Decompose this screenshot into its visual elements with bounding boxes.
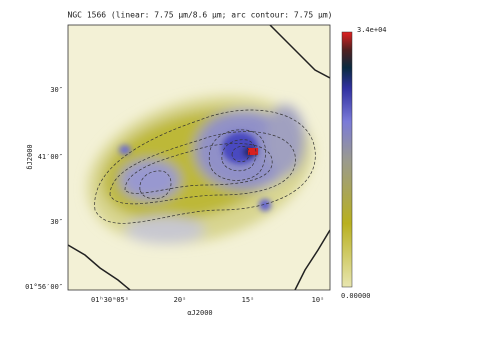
- y-axis-label: δJ2000: [26, 144, 34, 169]
- image-frame: [67, 24, 331, 291]
- y-tick-label: 41′00″: [38, 153, 63, 161]
- title: NGC 1566 (linear: 7.75 μm/8.6 μm; arc co…: [68, 11, 333, 20]
- coverage-edge: [68, 25, 330, 290]
- y-tick-label: 30″: [50, 218, 63, 226]
- colorbar: [341, 31, 353, 288]
- contours: [94, 109, 316, 224]
- x-tick-label: 01ʰ30ᵐ05ˢ: [91, 296, 129, 304]
- x-tick-label: 15ˢ: [242, 296, 255, 304]
- y-tick-label: 01°56′00″: [25, 283, 63, 291]
- colorbar-min-label: 0.00000: [341, 292, 371, 300]
- colorbar-max-label: 3.4e+04: [357, 26, 387, 34]
- x-ticks: 01ʰ30ᵐ05ˢ 20ˢ 15ˢ 10ˢ: [91, 296, 324, 304]
- x-tick-label: 20ˢ: [174, 296, 187, 304]
- x-tick-label: 10ˢ: [312, 296, 325, 304]
- image: [68, 25, 330, 290]
- y-tick-label: 30″: [50, 86, 63, 94]
- y-ticks: 30″ 41′00″ 30″ 01°56′00″: [25, 86, 63, 291]
- x-axis-label: αJ2000: [187, 309, 212, 317]
